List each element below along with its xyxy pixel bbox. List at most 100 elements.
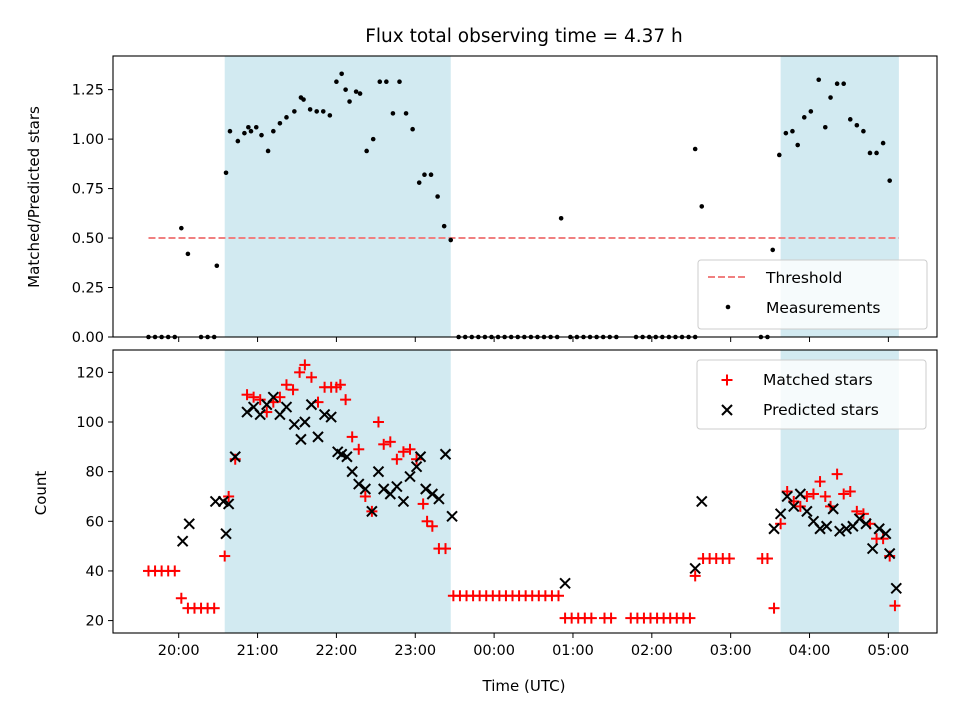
predicted-star-point — [853, 513, 866, 525]
predicted-star-point — [794, 488, 807, 500]
measurement-point — [822, 124, 828, 130]
matched-star-point — [605, 612, 617, 624]
measurement-point — [265, 148, 271, 154]
star-count-panel: Count Time (UTC) 20 40 60 80 100 120 20:00 21:0… — [32, 349, 938, 695]
measurement-point — [770, 247, 776, 253]
matched-star-point — [417, 498, 429, 510]
measurement-point — [353, 89, 359, 94]
measurement-point — [370, 136, 376, 142]
matched-star-point — [889, 600, 901, 612]
predicted-star-point — [890, 582, 902, 595]
measurement-point — [343, 87, 348, 92]
measurement-point — [253, 124, 259, 130]
measurement-point — [403, 111, 409, 116]
measurement-point — [179, 225, 184, 231]
predicted-star-point — [288, 418, 301, 431]
predicted-star-point — [366, 505, 378, 518]
bottom-y-tick-label: 120 — [76, 365, 104, 381]
measurement-point — [292, 109, 297, 114]
bottom-y-axis-label: Count — [32, 471, 50, 516]
measurement-point — [390, 111, 396, 116]
measurement-point — [339, 71, 344, 77]
matched-star-point — [819, 490, 831, 502]
flux-ratio-panel: Flux total observing time = 4.37 h Match… — [25, 26, 938, 346]
measurement-point — [435, 194, 440, 199]
measurement-point — [301, 97, 306, 102]
matched-star-point — [274, 391, 286, 403]
matched-star-point — [208, 602, 220, 614]
matched-star-point — [411, 453, 423, 465]
predicted-star-point — [267, 391, 280, 403]
predicted-star-point — [801, 505, 813, 518]
matched-legend-label: Matched stars — [763, 371, 873, 389]
measurement-point — [185, 251, 191, 257]
predicted-star-point — [414, 451, 427, 463]
predicted-star-point — [834, 525, 846, 537]
predicted-star-point — [220, 527, 232, 540]
measurement-point — [847, 117, 853, 122]
chart-title: Flux total observing time = 4.37 h — [365, 26, 683, 47]
top-axes-frame — [112, 55, 938, 338]
measurement-point — [277, 120, 283, 126]
matched-star-point — [775, 518, 787, 530]
matched-star-point — [299, 359, 311, 371]
bottom-y-tick-label: 40 — [86, 564, 104, 580]
matched-star-point — [794, 500, 806, 512]
bottom-y-tick-label: 20 — [86, 614, 104, 630]
predicted-star-point — [312, 431, 324, 443]
measurement-point — [874, 150, 879, 156]
measurement-point — [834, 81, 840, 87]
measurement-point — [320, 109, 326, 114]
measurement-point — [307, 107, 313, 112]
measurement-point — [284, 115, 289, 120]
predicted-star-point — [883, 547, 896, 560]
measurement-point — [880, 140, 886, 146]
measurement-point — [558, 215, 564, 221]
predicted-star-point — [305, 398, 318, 411]
predicted-star-point — [280, 401, 293, 413]
predicted-legend-swatch — [721, 404, 733, 416]
x-tick-label: 05:00 — [867, 643, 909, 659]
matched-star-point — [219, 550, 231, 562]
bottom-y-tick-label: 80 — [86, 465, 104, 481]
matched-star-point — [684, 612, 696, 624]
predicted-star-point — [378, 483, 390, 495]
matched-star-point — [353, 443, 365, 455]
bottom-legend-frame — [696, 359, 927, 430]
top-shaded-interval-1 — [224, 56, 451, 337]
x-tick-label: 20:00 — [158, 643, 200, 659]
predicted-star-point — [866, 542, 879, 555]
bottom-y-tick-label: 100 — [76, 415, 104, 431]
x-tick-label: 03:00 — [710, 643, 752, 659]
matched-star-point — [689, 570, 701, 582]
matched-star-point — [761, 553, 773, 565]
measurement-point — [692, 146, 698, 152]
matched-star-point — [378, 438, 390, 450]
predicted-star-point — [426, 488, 439, 500]
matched-star-point — [305, 371, 317, 383]
predicted-star-point — [341, 451, 353, 463]
predicted-star-point — [559, 577, 571, 590]
predicted-star-point — [410, 460, 423, 473]
matched-star-point — [287, 384, 299, 396]
matched-star-point — [404, 443, 416, 455]
matched-star-point — [294, 366, 306, 378]
matched-star-point — [838, 488, 850, 500]
top-y-tick-label: 1.25 — [72, 83, 104, 99]
matched-star-point — [280, 379, 292, 391]
matched-star-point — [426, 520, 438, 532]
measurement-point — [828, 95, 833, 100]
bottom-y-tick-label: 60 — [86, 514, 104, 530]
measurement-point — [227, 128, 233, 134]
top-y-tick-label: 0.50 — [72, 231, 104, 247]
x-tick-label: 21:00 — [237, 643, 279, 659]
measurement-point — [334, 79, 339, 85]
top-y-tick-label: 0.25 — [72, 281, 104, 297]
measurement-point — [854, 122, 860, 128]
predicted-star-point — [814, 523, 826, 535]
measurement-point — [416, 180, 422, 185]
measurement-point — [235, 138, 241, 144]
predicted-star-point — [768, 523, 780, 535]
measurement-point — [808, 109, 814, 114]
measurement-point — [699, 204, 705, 209]
